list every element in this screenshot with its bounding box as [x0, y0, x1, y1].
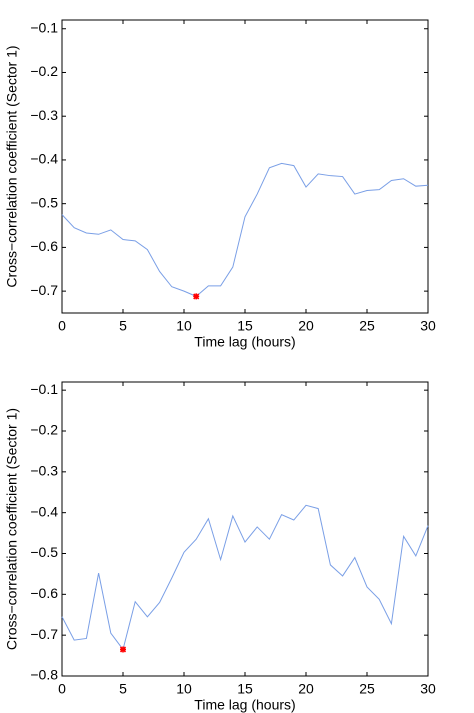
x-tick-label: 25 [359, 318, 375, 334]
y-tick-label: −0.5 [30, 194, 58, 210]
data-line [61, 504, 429, 651]
x-tick-label: 10 [176, 318, 192, 334]
y-tick-label: −0.8 [30, 667, 58, 683]
data-line [61, 162, 429, 297]
y-tick-label: −0.1 [30, 19, 58, 35]
x-tick-label: 30 [420, 318, 436, 334]
y-tick-label: −0.3 [30, 463, 58, 479]
plot-frame [61, 19, 429, 314]
y-tick-label: −0.2 [30, 63, 58, 79]
highlight-marker [119, 646, 127, 653]
x-tick-label: 20 [298, 681, 314, 697]
x-tick-label: 25 [359, 681, 375, 697]
x-tick-label: 5 [119, 681, 127, 697]
y-axis-label: Cross−correlation coefficient (Sector 1) [4, 45, 20, 287]
y-tick-label: −0.5 [30, 544, 58, 560]
plot-frame [61, 381, 429, 677]
x-tick-label: 0 [58, 681, 66, 697]
y-tick-label: −0.1 [30, 381, 58, 397]
y-tick-label: −0.7 [30, 282, 58, 298]
y-tick-label: −0.4 [30, 503, 58, 519]
y-tick-label: −0.7 [30, 626, 58, 642]
y-tick-label: −0.2 [30, 422, 58, 438]
y-tick-label: −0.3 [30, 107, 58, 123]
y-axis-label: Cross−correlation coefficient (Sector 1) [4, 408, 20, 650]
y-tick-label: −0.6 [30, 238, 58, 254]
highlight-marker [193, 293, 200, 300]
x-tick-label: 10 [176, 681, 192, 697]
x-axis-label: Time lag (hours) [194, 697, 295, 713]
x-tick-label: 15 [237, 681, 253, 697]
x-tick-label: 5 [119, 318, 127, 334]
x-axis-label: Time lag (hours) [194, 334, 295, 350]
x-tick-label: 30 [420, 681, 436, 697]
x-tick-label: 0 [58, 318, 66, 334]
y-tick-label: −0.4 [30, 151, 58, 167]
y-tick-label: −0.6 [30, 585, 58, 601]
x-tick-label: 15 [237, 318, 253, 334]
x-tick-label: 20 [298, 318, 314, 334]
